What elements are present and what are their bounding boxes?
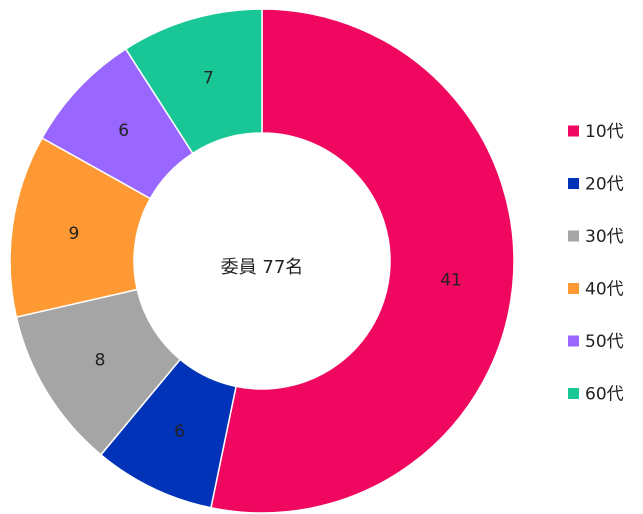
legend-swatch — [568, 230, 579, 242]
center-label: 委員 77名 — [221, 257, 304, 278]
data-label: 6 — [174, 422, 185, 442]
legend-label: 30代 — [585, 227, 624, 247]
legend-label: 20代 — [585, 175, 624, 195]
data-label: 41 — [440, 270, 462, 290]
legend-swatch — [568, 178, 579, 189]
data-label: 9 — [69, 224, 80, 244]
data-label: 7 — [203, 69, 214, 89]
legend-swatch — [568, 125, 579, 137]
legend-label: 50代 — [585, 332, 624, 352]
legend-swatch — [568, 388, 579, 399]
donut-slice — [124, 8, 263, 155]
data-label: 8 — [95, 350, 106, 370]
legend-swatch — [568, 335, 579, 347]
legend-swatch — [568, 283, 579, 294]
donut-slice — [210, 8, 515, 514]
legend-label: 40代 — [585, 280, 624, 300]
legend-label: 10代 — [585, 122, 624, 142]
data-label: 6 — [118, 121, 129, 141]
legend-label: 60代 — [585, 385, 624, 405]
